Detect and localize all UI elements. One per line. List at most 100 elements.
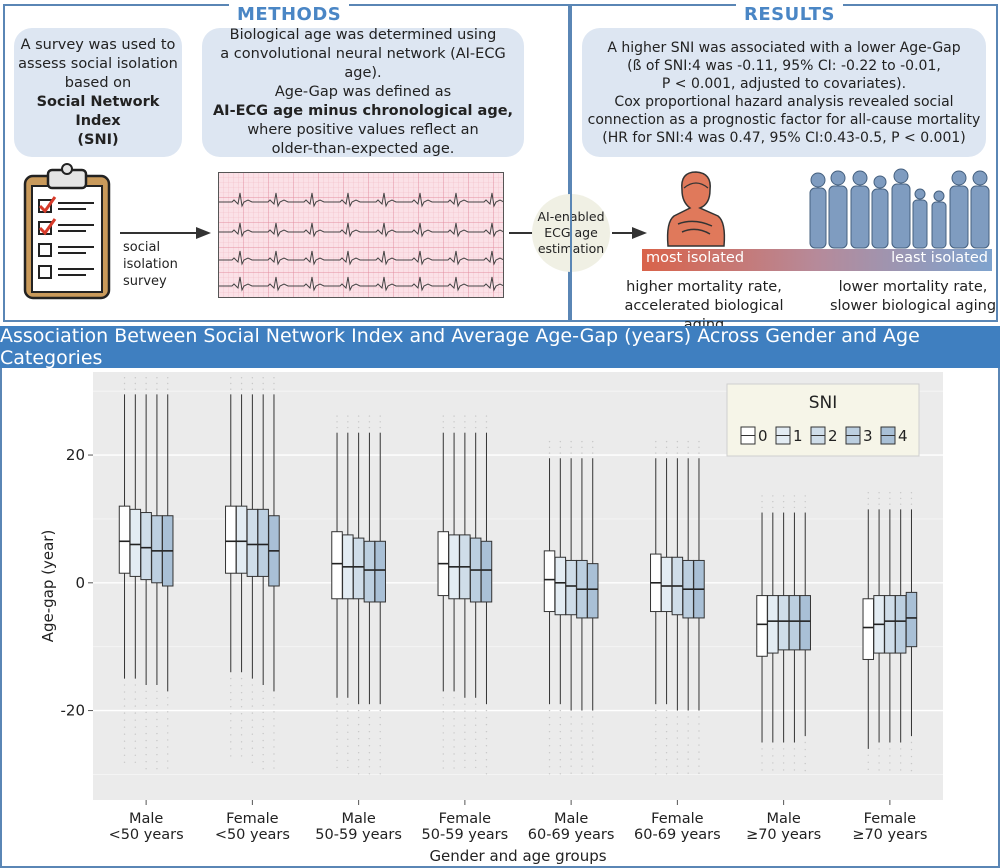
outlier-point [368,773,371,775]
outlier-point [273,767,275,769]
outlier-point [123,691,126,693]
outlier-point [442,711,444,713]
outlier-point [464,766,466,769]
methods-ecg-box: Biological age was determined using a co… [202,27,524,157]
outlier-point [793,495,796,497]
outlier-point [889,748,891,750]
box-sni-1 [235,505,248,574]
outlier-point [899,748,902,750]
outlier-point [464,724,466,726]
outlier-point [230,706,232,708]
outlier-point [570,751,572,753]
outlier-point [665,766,668,768]
outlier-point [262,711,264,714]
outlier-point [240,748,243,750]
outlier-point [698,452,700,454]
outlier-point [251,712,254,714]
outlier-point [453,746,455,748]
outlier-point [804,741,806,744]
outlier-point [570,730,572,732]
x-tick-label: 50-59 years [422,827,509,843]
outlier-point [581,751,583,753]
outlier-point [156,718,158,721]
outlier-point [804,748,806,751]
outlier-point [262,760,264,763]
outlier-point [442,732,444,734]
outlier-point [156,690,158,693]
outlier-point [474,421,477,423]
outlier-point [474,731,477,733]
outlier-point [655,737,657,740]
outlier-point [464,738,466,741]
box-sni-1 [554,556,567,616]
outlier-point [442,426,444,429]
outlier-point [570,744,572,746]
outlier-point [347,745,349,748]
outlier-point [251,761,254,764]
outlier-point [548,773,551,775]
outlier-point [453,732,455,734]
x-tick-label: Female [651,811,704,827]
outlier-point [442,725,444,727]
outlier-point [910,755,913,758]
outlier-point [251,740,254,742]
outlier-point [474,766,477,769]
outlier-point [665,723,668,726]
outlier-point [676,737,679,739]
outlier-point [262,718,264,721]
outlier-point [145,377,147,379]
outlier-point [559,752,562,754]
outlier-point [145,746,147,749]
outlier-point [368,766,371,768]
outlier-point [156,388,158,390]
outlier-point [581,716,583,718]
outlier-point [453,718,455,720]
outlier-point [336,426,338,429]
outlier-point [145,382,147,385]
results-line: (HR for SNI:4 was 0.47, 95% CI:0.43-0.5,… [602,129,966,146]
outlier-point [665,446,668,449]
methods-box2-line: a convolutional neural network (AI-ECG a… [220,46,506,81]
outlier-point [230,748,232,750]
outlier-point [665,759,668,761]
outlier-point [251,733,254,735]
outlier-point [167,732,169,734]
outlier-point [368,426,371,429]
outlier-point [167,753,169,755]
outlier-point [889,497,891,500]
outlier-point [655,745,657,747]
outlier-point [665,773,668,775]
outlier-point [240,706,243,708]
methods-box1-line: A survey was used to [20,36,176,53]
outlier-point [687,744,689,746]
y-tick-label: -20 [61,702,86,720]
outlier-point [273,388,275,390]
outlier-point [559,766,562,768]
results-box: A higher SNI was associated with a lower… [582,28,986,157]
outlier-point [698,446,700,449]
outlier-point [240,713,243,715]
outlier-point [442,760,444,762]
results-line: P < 0.001, adjusted to covariates). [661,75,907,92]
outlier-point [485,745,488,747]
methods-box1-line: (SNI) [77,131,119,148]
outlier-point [581,765,583,767]
outlier-point [156,760,158,763]
outlier-point [123,761,126,764]
outlier-point [687,716,689,718]
outlier-point [336,415,338,417]
outlier-point [240,734,243,736]
outlier-point [910,741,913,744]
outlier-point [676,446,679,449]
outlier-point [878,492,880,494]
outlier-point [485,752,488,754]
outlier-point [548,745,551,747]
outlier-point [145,732,147,735]
outlier-point [804,769,806,772]
outlier-point [134,705,137,707]
outlier-point [134,719,137,721]
outlier-point [167,382,169,385]
outlier-point [453,711,455,713]
outlier-point [379,709,381,712]
outlier-point [262,690,264,693]
